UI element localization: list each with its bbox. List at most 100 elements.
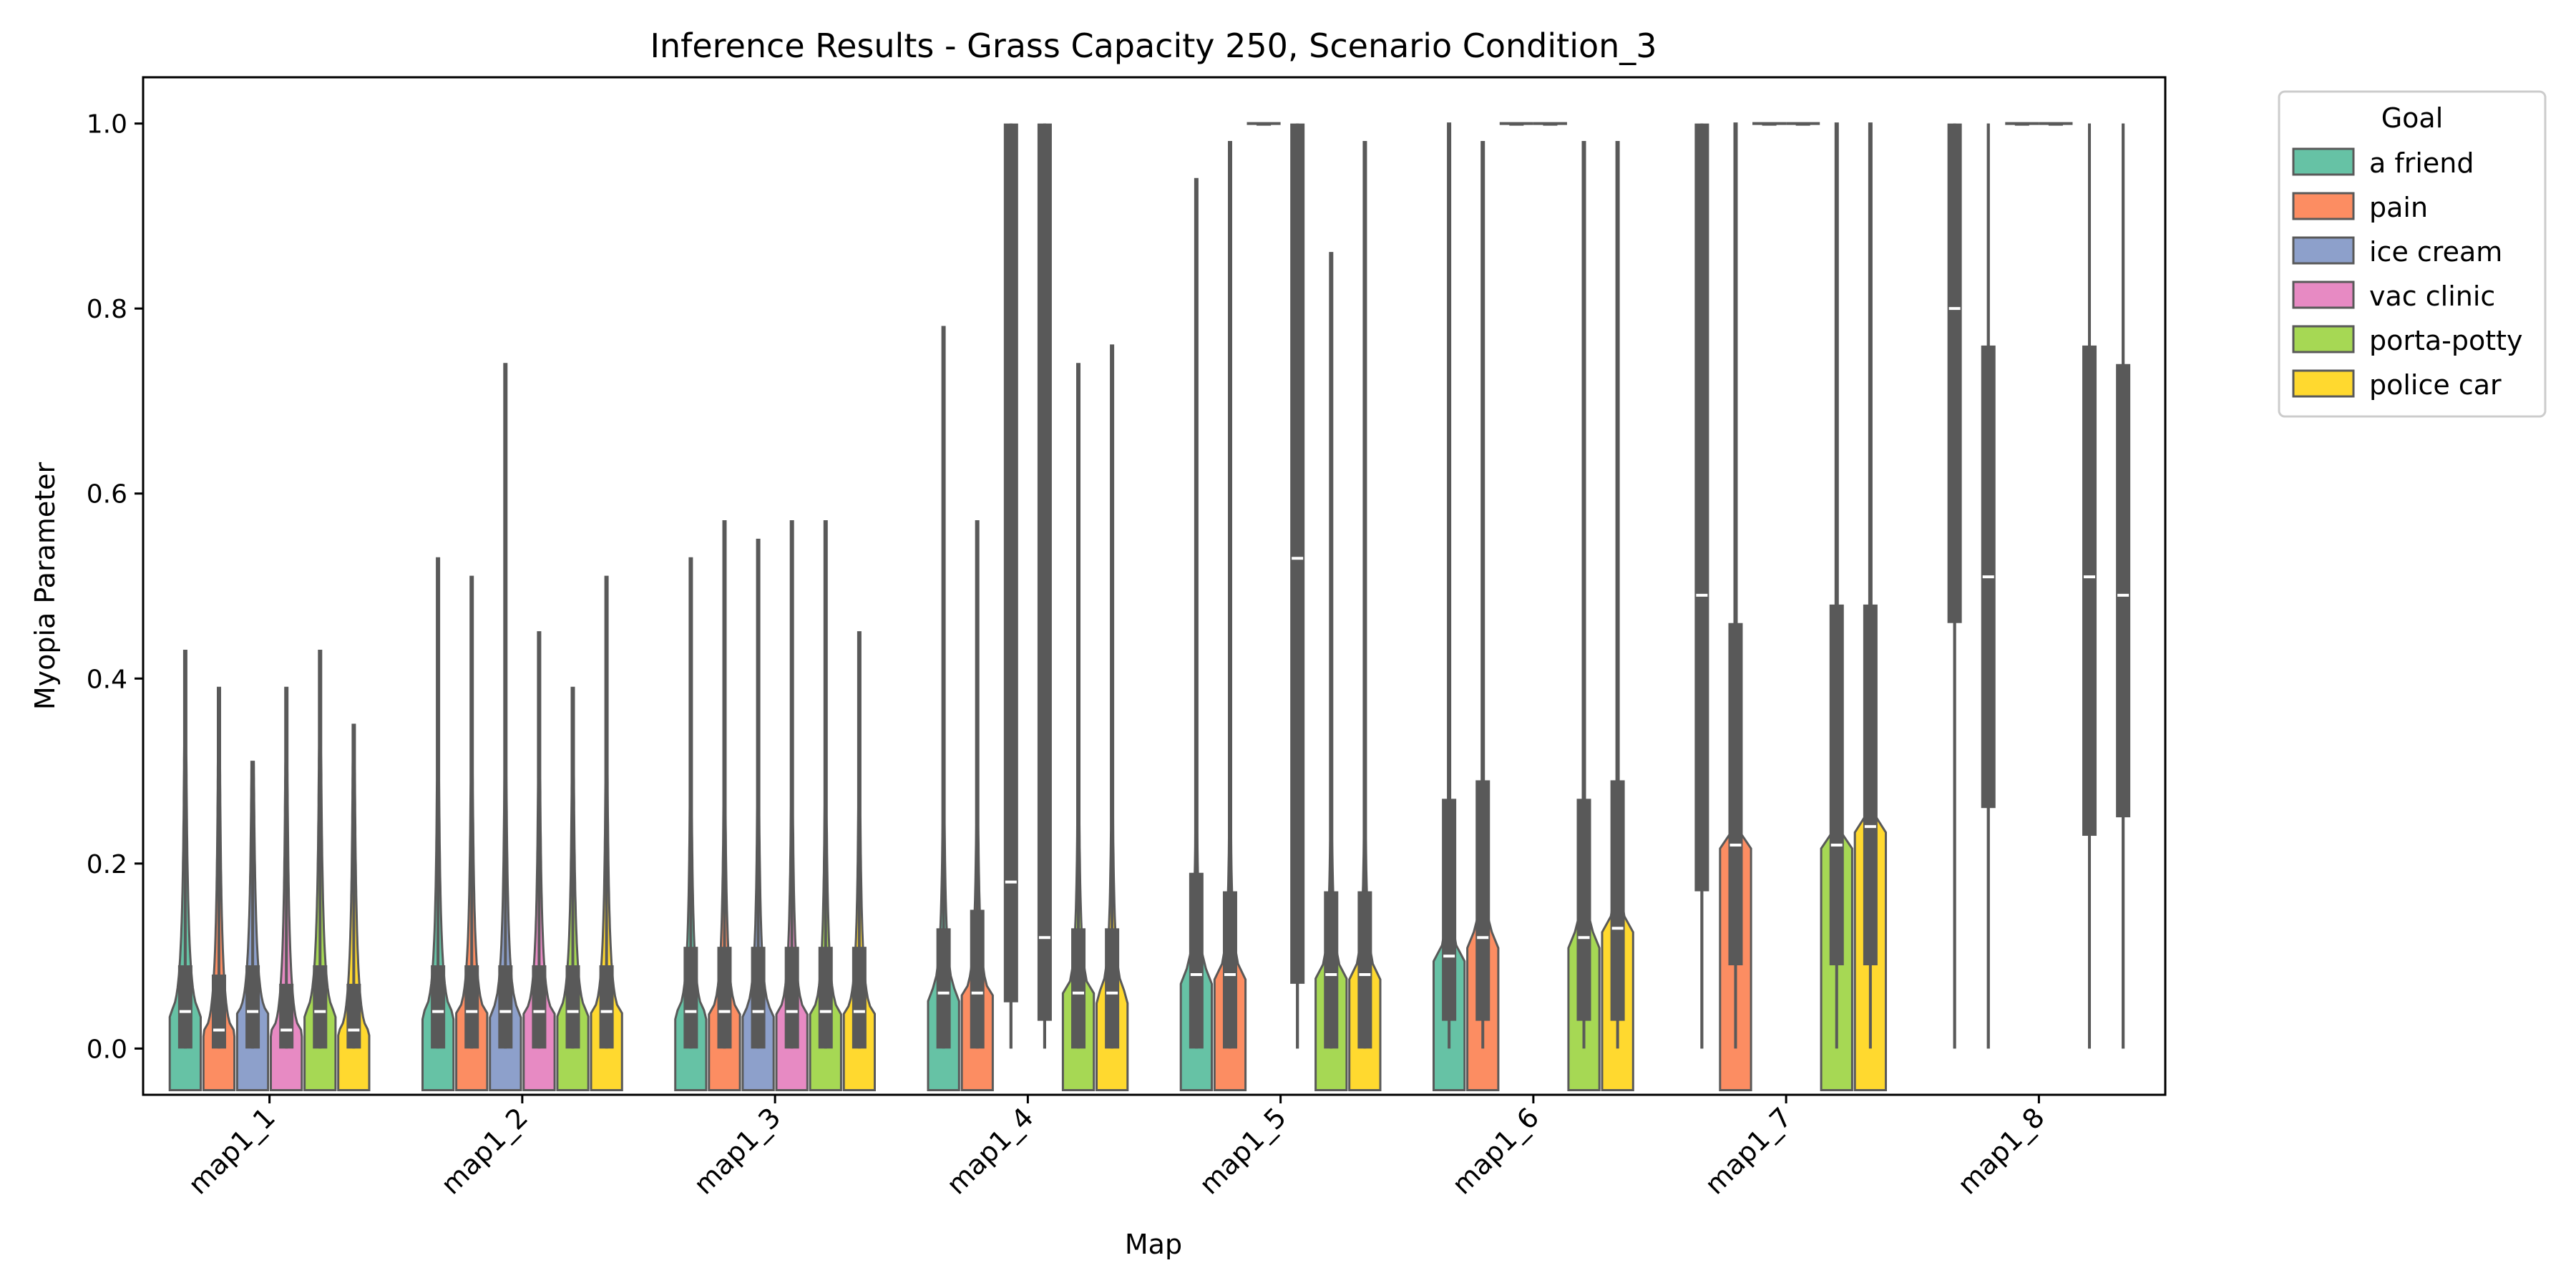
y-tick-label: 1.0 bbox=[87, 110, 127, 140]
violin bbox=[741, 538, 775, 1091]
violin bbox=[1179, 177, 1213, 1091]
plot-area bbox=[168, 122, 2131, 1091]
iqr-box bbox=[313, 965, 328, 1049]
violin bbox=[590, 575, 623, 1091]
iqr-box bbox=[211, 974, 226, 1049]
iqr-box bbox=[431, 965, 446, 1049]
violin bbox=[1003, 123, 1018, 1049]
violin bbox=[1719, 122, 1752, 1091]
violin bbox=[1061, 363, 1096, 1091]
legend-swatch bbox=[2292, 192, 2355, 220]
legend-label: pain bbox=[2369, 192, 2428, 223]
iqr-box bbox=[970, 909, 985, 1049]
iqr-box bbox=[1357, 891, 1372, 1049]
violin bbox=[1981, 123, 1996, 1049]
violin bbox=[775, 520, 809, 1091]
iqr-box bbox=[1037, 123, 1052, 1021]
violin bbox=[1499, 122, 1533, 126]
violin bbox=[1037, 123, 1052, 1049]
violin bbox=[168, 650, 202, 1091]
iqr-box bbox=[1947, 123, 1962, 623]
iqr-box bbox=[1003, 123, 1018, 1002]
violin bbox=[421, 557, 455, 1091]
legend-label: a friend bbox=[2369, 147, 2474, 179]
iqr-box bbox=[717, 947, 732, 1049]
iqr-box bbox=[1290, 123, 1305, 984]
iqr-box bbox=[683, 947, 698, 1049]
legend-swatch bbox=[2292, 280, 2355, 309]
violin bbox=[1246, 122, 1281, 126]
legend-label: police car bbox=[2369, 369, 2502, 401]
legend-label: vac clinic bbox=[2369, 280, 2495, 312]
iqr-box bbox=[1105, 928, 1120, 1049]
violin bbox=[1947, 123, 1962, 1049]
iqr-box bbox=[818, 947, 833, 1049]
iqr-box bbox=[1324, 891, 1339, 1049]
violin bbox=[2005, 122, 2039, 126]
violin bbox=[489, 363, 522, 1091]
iqr-box bbox=[177, 965, 192, 1049]
iqr-box bbox=[784, 947, 799, 1049]
iqr-box bbox=[1863, 604, 1878, 966]
violin bbox=[1567, 141, 1601, 1091]
violin bbox=[1786, 122, 1820, 126]
violin bbox=[960, 520, 994, 1091]
legend-label: ice cream bbox=[2369, 236, 2502, 268]
iqr-box bbox=[1728, 623, 1743, 966]
violin bbox=[1314, 252, 1348, 1091]
legend-swatch bbox=[2292, 369, 2355, 398]
violin bbox=[2082, 123, 2097, 1049]
chart-title: Inference Results - Grass Capacity 250, … bbox=[650, 26, 1657, 65]
legend-title: Goal bbox=[2381, 102, 2444, 134]
violin bbox=[235, 761, 270, 1091]
violin bbox=[522, 631, 556, 1091]
violin bbox=[337, 723, 371, 1091]
y-axis: 0.0 0.2 0.4 0.6 0.8 1.0 bbox=[87, 110, 143, 1064]
legend-label: porta-potty bbox=[2369, 325, 2523, 356]
violin bbox=[809, 520, 842, 1091]
iqr-box bbox=[2082, 345, 2097, 836]
violin bbox=[1752, 122, 1787, 126]
iqr-box bbox=[2116, 364, 2131, 818]
violin bbox=[556, 686, 590, 1091]
y-tick-label: 0.8 bbox=[87, 295, 127, 324]
violin bbox=[455, 575, 489, 1091]
x-axis-label: Map bbox=[1125, 1229, 1182, 1260]
violin bbox=[1533, 122, 1567, 126]
violin bbox=[927, 326, 960, 1091]
legend: Goal a friend pain ice cream vac clinic porta… bbox=[2278, 90, 2547, 418]
violin bbox=[303, 650, 337, 1091]
violin bbox=[1853, 122, 1887, 1091]
iqr-box bbox=[565, 965, 580, 1049]
y-tick-label: 0.6 bbox=[87, 480, 127, 509]
violin bbox=[1096, 344, 1129, 1091]
legend-swatch bbox=[2292, 325, 2355, 353]
violin bbox=[202, 686, 236, 1091]
iqr-box bbox=[464, 965, 479, 1049]
y-axis-label: Myopia Parameter bbox=[29, 462, 61, 710]
violin bbox=[1433, 122, 1466, 1091]
legend-swatch bbox=[2292, 147, 2355, 176]
iqr-box bbox=[245, 965, 260, 1049]
violin bbox=[1601, 141, 1634, 1091]
iqr-box bbox=[1576, 799, 1591, 1021]
violin bbox=[1290, 123, 1305, 1049]
iqr-box bbox=[1694, 123, 1709, 892]
iqr-box bbox=[279, 983, 294, 1049]
iqr-box bbox=[751, 947, 766, 1049]
iqr-box bbox=[599, 965, 614, 1049]
iqr-box bbox=[852, 947, 867, 1049]
iqr-box bbox=[1222, 891, 1237, 1049]
iqr-box bbox=[346, 983, 361, 1049]
iqr-box bbox=[532, 965, 547, 1049]
violin bbox=[674, 557, 708, 1091]
iqr-box bbox=[1829, 604, 1844, 966]
violin bbox=[708, 520, 741, 1091]
iqr-box bbox=[1610, 780, 1625, 1021]
plot-frame bbox=[142, 76, 2167, 1096]
violin bbox=[1348, 141, 1382, 1091]
iqr-box bbox=[498, 965, 513, 1049]
violin bbox=[270, 686, 303, 1091]
violin bbox=[1466, 141, 1500, 1091]
